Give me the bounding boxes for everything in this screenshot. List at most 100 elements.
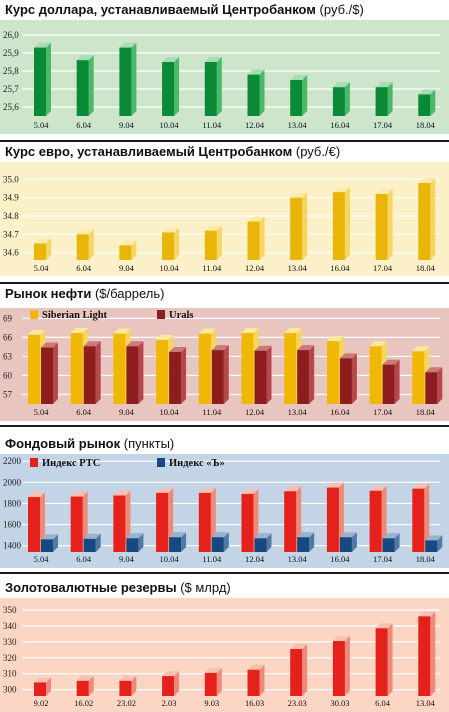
bar-series1: [339, 537, 352, 552]
bar-top: [162, 227, 180, 233]
bar-series1: [83, 538, 96, 552]
x-tick-label: 5.04: [34, 263, 50, 273]
bar: [375, 194, 388, 260]
bar-series1-top: [339, 353, 357, 359]
legend-label: Индекс «Ъ»: [169, 458, 225, 469]
bar-top: [76, 675, 94, 681]
x-tick-label: 16.04: [330, 407, 350, 417]
bar-series1-top: [211, 532, 229, 538]
x-tick-label: 11.04: [202, 120, 222, 130]
x-tick-label: 23.02: [117, 698, 136, 708]
x-tick-label: 13.04: [288, 407, 308, 417]
legend-label: Siberian Light: [42, 310, 108, 321]
x-tick-label: 5.04: [34, 407, 50, 417]
bar-side: [344, 82, 350, 116]
bar-series0-top: [412, 346, 430, 352]
bar-series1: [211, 537, 224, 552]
bar-side: [88, 229, 94, 260]
x-tick-label: 9.04: [119, 554, 135, 564]
bar-series0: [412, 488, 425, 552]
y-tick-label: 2000: [3, 477, 22, 487]
legend-swatch: [157, 310, 165, 319]
bar-series1: [254, 538, 267, 552]
x-tick-label: 12.04: [245, 263, 265, 273]
bar-side: [174, 227, 180, 260]
x-tick-label: 6.04: [76, 407, 92, 417]
x-tick-label: 2.03: [162, 698, 177, 708]
bar-series1: [382, 364, 395, 404]
bar-series0: [28, 497, 40, 552]
eur-panel: Курс евро, устанавливаемый Центробанком …: [0, 142, 449, 282]
bar-side: [216, 667, 222, 696]
bar-side: [46, 677, 51, 696]
bar-series1-top: [339, 532, 357, 538]
bar: [34, 47, 46, 116]
reserves-chart: 300 310 320 330 340 350 9.02 16.02 23.02 2.03 9.03…: [0, 598, 449, 712]
bar-top: [290, 75, 308, 80]
x-tick-label: 12.04: [245, 554, 265, 564]
bar-top: [332, 187, 350, 193]
bar-series1-side: [223, 532, 229, 552]
bar: [162, 62, 175, 116]
bar-series1-top: [83, 341, 101, 347]
bar-series1-top: [297, 345, 315, 351]
bar-side: [88, 55, 94, 116]
plot-background: [0, 598, 449, 712]
y-tick-label: 69: [3, 313, 13, 323]
x-tick-label: 18.04: [416, 263, 436, 273]
y-tick-label: 63: [3, 351, 13, 361]
bar-side: [174, 671, 180, 696]
bar-series0-top: [284, 486, 302, 492]
bar: [247, 669, 260, 696]
stock-panel: Фондовый рынок (пункты) 1400 1600 1800 2000…: [0, 427, 449, 572]
divider: [0, 572, 449, 574]
bar-series1-top: [254, 345, 272, 351]
bar-series0-top: [156, 334, 174, 340]
bar-series1-side: [394, 359, 400, 404]
bar-top: [162, 57, 180, 62]
y-tick-label: 25,9: [3, 48, 19, 58]
bar-series1: [126, 346, 139, 404]
bar-series1-top: [169, 346, 187, 352]
bar-series1-top: [41, 342, 58, 348]
bar-side: [302, 192, 308, 260]
bar-series0: [156, 492, 169, 552]
bar-series1-side: [138, 341, 144, 404]
x-tick-label: 6.04: [375, 698, 391, 708]
x-tick-label: 18.04: [416, 554, 436, 564]
x-tick-label: 11.04: [202, 407, 222, 417]
bar-series0: [156, 339, 169, 404]
bar: [290, 197, 303, 260]
bar-series1-top: [126, 341, 144, 347]
bar-top: [119, 675, 137, 681]
x-tick-label: 10.04: [160, 120, 180, 130]
bar: [76, 234, 89, 260]
bar-series1-top: [211, 345, 229, 351]
bar: [119, 47, 132, 116]
usd-panel: Курс доллара, устанавливаемый Центробанк…: [0, 0, 449, 140]
bar-series1-side: [138, 533, 144, 552]
x-tick-label: 12.04: [245, 407, 265, 417]
bar-series0-top: [198, 487, 216, 493]
bar-side: [131, 42, 137, 116]
bar-series0: [326, 341, 339, 404]
bar-series1: [425, 372, 438, 404]
bar-series0-top: [369, 341, 387, 347]
bar-top: [119, 240, 137, 246]
y-tick-label: 310: [3, 669, 17, 679]
stock-chart: 1400 1600 1800 2000 2200 Индекс РТС Индекс «Ъ»…: [0, 454, 449, 568]
bar-series1: [297, 537, 310, 552]
y-tick-label: 340: [3, 621, 17, 631]
x-tick-label: 11.04: [202, 263, 222, 273]
bar-side: [387, 623, 393, 696]
bar-side: [430, 178, 436, 260]
bar-series0: [113, 333, 126, 404]
bar-series1-side: [223, 345, 229, 404]
y-tick-label: 66: [3, 332, 13, 342]
bar-series0-top: [369, 485, 387, 491]
usd-title: Курс доллара, устанавливаемый Центробанк…: [5, 2, 364, 17]
x-tick-label: 13.04: [288, 120, 308, 130]
bar-series0: [198, 492, 211, 552]
bar-side: [259, 69, 265, 116]
x-tick-label: 16.04: [330, 263, 350, 273]
